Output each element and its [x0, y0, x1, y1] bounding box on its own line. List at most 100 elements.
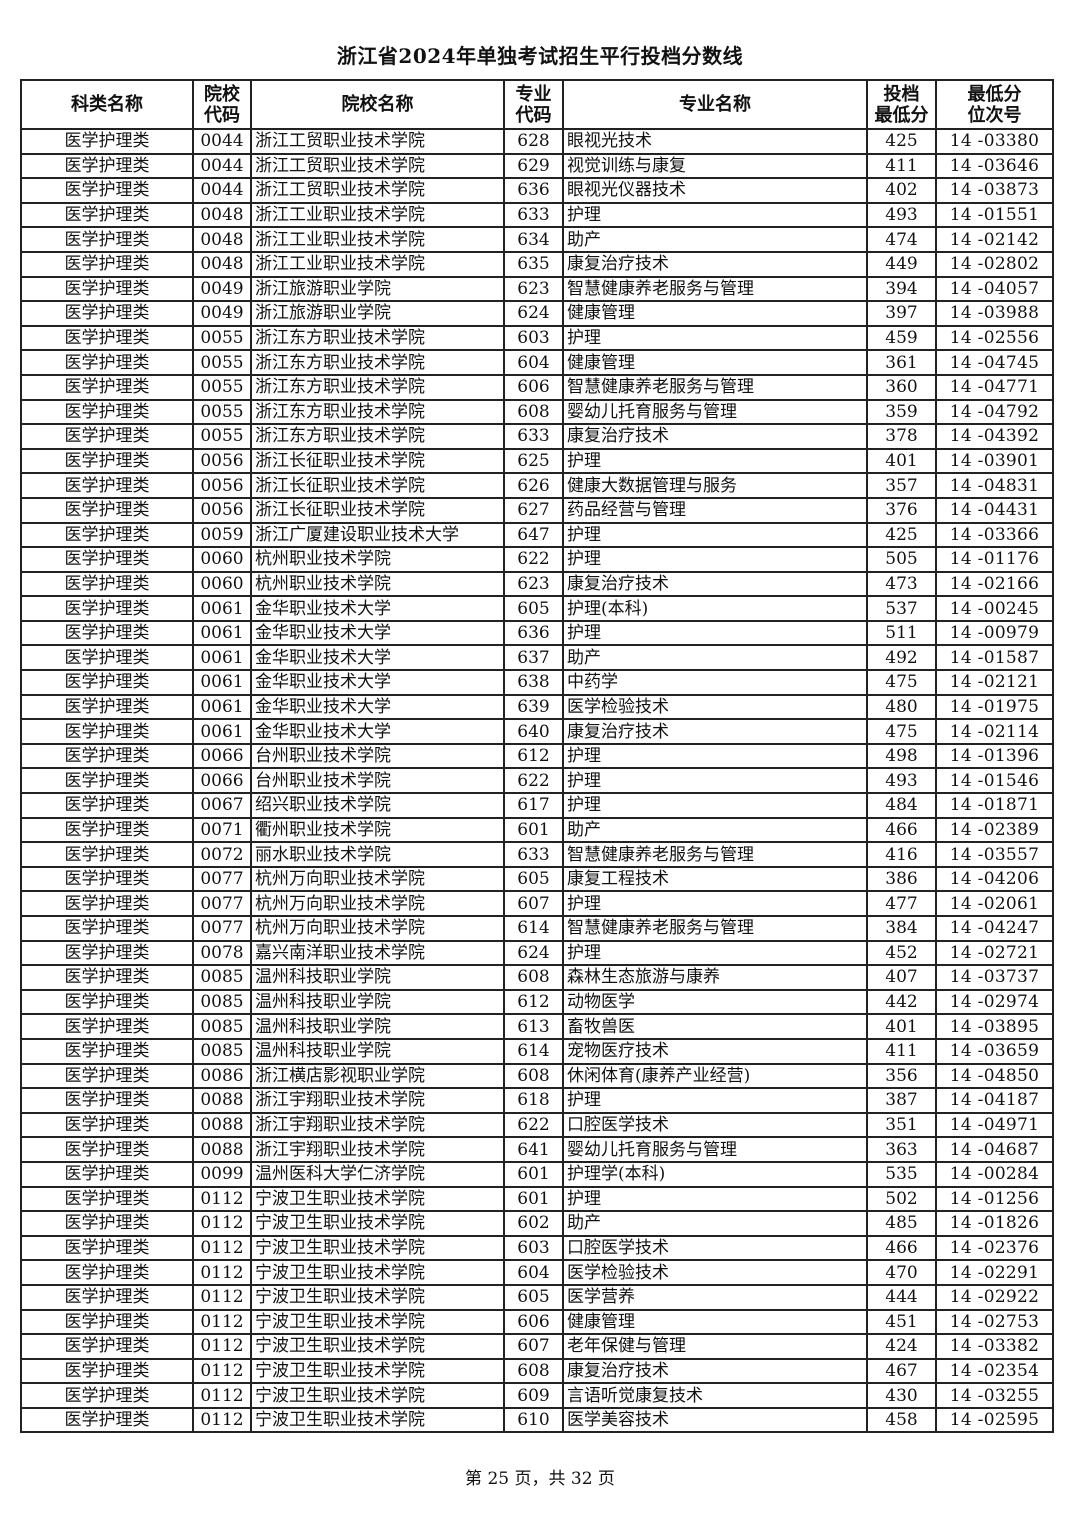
- cell-min-score: 386: [866, 865, 937, 893]
- cell-major-name: 宠物医疗技术: [562, 1037, 868, 1065]
- cell-school-code: 0067: [192, 792, 252, 819]
- cell-category: 医学护理类: [20, 742, 194, 770]
- cell-min-rank: 14 -03380: [935, 128, 1054, 155]
- cell-min-rank: 14 -03737: [935, 964, 1054, 991]
- cell-school-name: 温州科技职业学院: [250, 1013, 505, 1040]
- cell-major-name: 医学营养: [562, 1283, 868, 1311]
- cell-min-score: 401: [866, 447, 937, 475]
- cell-major-name: 护理: [562, 546, 868, 573]
- cell-min-score: 480: [866, 693, 937, 721]
- cell-category: 医学护理类: [20, 1160, 194, 1188]
- cell-major-code: 605: [503, 1283, 564, 1311]
- cell-min-score: 475: [866, 718, 937, 745]
- cell-min-score: 505: [866, 546, 937, 573]
- cell-min-score: 477: [866, 890, 937, 917]
- cell-min-rank: 14 -02354: [935, 1357, 1054, 1385]
- cell-major-code: 633: [503, 841, 564, 868]
- cell-school-code: 0077: [192, 915, 252, 942]
- cell-school-code: 0061: [192, 693, 252, 721]
- cell-min-rank: 14 -04792: [935, 398, 1054, 426]
- cell-school-code: 0085: [192, 1013, 252, 1040]
- cell-major-code: 607: [503, 1333, 564, 1360]
- cell-major-name: 护理: [562, 619, 868, 647]
- cell-major-name: 康复治疗技术: [562, 570, 868, 598]
- cell-major-name: 智慧健康养老服务与管理: [562, 915, 868, 942]
- cell-school-name: 衢州职业技术学院: [250, 816, 505, 844]
- cell-school-code: 0048: [192, 226, 252, 253]
- cell-school-code: 0061: [192, 595, 252, 622]
- table-row: 医学护理类 0061 金华职业技术大学 638 中药学 475 14 -02121: [20, 669, 1054, 696]
- cell-major-code: 629: [503, 152, 564, 180]
- table-row: 医学护理类 0044 浙江工贸职业技术学院 628 眼视光技术 425 14 -03380: [20, 128, 1054, 155]
- cell-school-code: 0072: [192, 841, 252, 868]
- cell-min-rank: 14 -04392: [935, 423, 1054, 450]
- cell-school-code: 0112: [192, 1357, 252, 1385]
- cell-school-name: 浙江东方职业技术学院: [250, 423, 505, 450]
- cell-min-rank: 14 -02556: [935, 324, 1054, 352]
- cell-school-code: 0085: [192, 1037, 252, 1065]
- cell-min-score: 407: [866, 964, 937, 991]
- cell-major-name: 护理: [562, 792, 868, 819]
- cell-category: 医学护理类: [20, 152, 194, 180]
- cell-category: 医学护理类: [20, 1357, 194, 1385]
- cell-school-code: 0061: [192, 669, 252, 696]
- table-row: 医学护理类 0112 宁波卫生职业技术学院 607 老年保健与管理 424 14 -0338…: [20, 1333, 1054, 1360]
- cell-major-name: 医学检验技术: [562, 1259, 868, 1286]
- cell-major-name: 护理: [562, 890, 868, 917]
- cell-major-name: 护理: [562, 201, 868, 229]
- cell-school-name: 浙江长征职业技术学院: [250, 447, 505, 475]
- cell-major-code: 640: [503, 718, 564, 745]
- cell-school-code: 0071: [192, 816, 252, 844]
- cell-school-name: 温州科技职业学院: [250, 1037, 505, 1065]
- cell-category: 医学护理类: [20, 1210, 194, 1237]
- cell-min-rank: 14 -02595: [935, 1406, 1054, 1434]
- cell-school-name: 丽水职业技术学院: [250, 841, 505, 868]
- cell-min-rank: 14 -03659: [935, 1037, 1054, 1065]
- table-row: 医学护理类 0055 浙江东方职业技术学院 633 康复治疗技术 378 14 -04392: [20, 423, 1054, 450]
- cell-major-name: 中药学: [562, 669, 868, 696]
- header-school-name: 院校名称: [250, 79, 505, 130]
- cell-min-score: 356: [866, 1062, 937, 1090]
- cell-min-rank: 14 -02721: [935, 939, 1054, 967]
- table-row: 医学护理类 0056 浙江长征职业技术学院 626 健康大数据管理与服务 357 14 -0…: [20, 472, 1054, 499]
- cell-major-code: 604: [503, 349, 564, 376]
- cell-category: 医学护理类: [20, 644, 194, 672]
- cell-category: 医学护理类: [20, 300, 194, 327]
- cell-school-code: 0056: [192, 472, 252, 499]
- cell-min-score: 511: [866, 619, 937, 647]
- cell-major-name: 智慧健康养老服务与管理: [562, 275, 868, 303]
- cell-major-code: 636: [503, 177, 564, 204]
- cell-category: 医学护理类: [20, 1185, 194, 1213]
- table-row: 医学护理类 0056 浙江长征职业技术学院 627 药品经营与管理 376 14 -0443…: [20, 496, 1054, 524]
- cell-min-rank: 14 -03895: [935, 1013, 1054, 1040]
- cell-min-rank: 14 -00245: [935, 595, 1054, 622]
- cell-category: 医学护理类: [20, 349, 194, 376]
- cell-major-name: 护理学(本科): [562, 1160, 868, 1188]
- cell-min-rank: 14 -02802: [935, 250, 1054, 278]
- cell-category: 医学护理类: [20, 472, 194, 499]
- cell-min-score: 444: [866, 1283, 937, 1311]
- cell-major-name: 助产: [562, 816, 868, 844]
- cell-school-code: 0088: [192, 1087, 252, 1114]
- cell-school-name: 浙江长征职业技术学院: [250, 472, 505, 499]
- cell-category: 医学护理类: [20, 546, 194, 573]
- cell-school-name: 浙江工贸职业技术学院: [250, 128, 505, 155]
- cell-min-score: 359: [866, 398, 937, 426]
- cell-category: 医学护理类: [20, 1013, 194, 1040]
- cell-major-code: 608: [503, 1357, 564, 1385]
- cell-school-code: 0055: [192, 373, 252, 401]
- cell-school-name: 温州科技职业学院: [250, 988, 505, 1016]
- cell-major-name: 康复治疗技术: [562, 1357, 868, 1385]
- cell-school-name: 杭州职业技术学院: [250, 546, 505, 573]
- cell-major-code: 623: [503, 570, 564, 598]
- cell-major-code: 601: [503, 1185, 564, 1213]
- cell-major-code: 622: [503, 1111, 564, 1139]
- cell-school-code: 0059: [192, 521, 252, 549]
- cell-major-code: 618: [503, 1087, 564, 1114]
- cell-category: 医学护理类: [20, 718, 194, 745]
- cell-min-score: 537: [866, 595, 937, 622]
- cell-min-rank: 14 -04831: [935, 472, 1054, 499]
- cell-school-name: 浙江横店影视职业学院: [250, 1062, 505, 1090]
- cell-school-name: 台州职业技术学院: [250, 767, 505, 795]
- cell-major-code: 608: [503, 398, 564, 426]
